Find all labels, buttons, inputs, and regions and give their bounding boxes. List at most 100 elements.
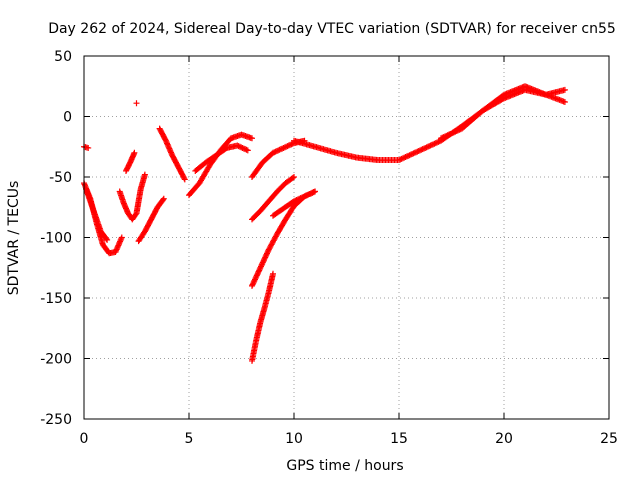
data-point <box>280 144 287 151</box>
data-point <box>296 195 303 202</box>
data-point <box>448 130 455 137</box>
data-point <box>297 195 304 202</box>
data-point <box>402 154 409 161</box>
data-point <box>301 193 308 200</box>
data-point <box>271 149 278 156</box>
data-point <box>420 145 427 152</box>
y-tick-labels: 50 0 -50 -100 -150 -200 -250 <box>40 49 72 428</box>
data-point <box>409 151 416 158</box>
data-point <box>104 236 111 243</box>
data-point <box>287 141 294 148</box>
data-point <box>275 147 282 154</box>
data-point <box>160 195 167 202</box>
data-point <box>306 190 313 197</box>
data-point <box>305 191 312 198</box>
data-point <box>133 100 140 107</box>
x-tick-labels: 0 5 10 15 20 25 <box>80 431 618 447</box>
data-point <box>118 234 125 241</box>
data-point <box>304 192 311 199</box>
data-point <box>309 189 316 196</box>
data-point <box>426 143 433 150</box>
x-tick-label: 5 <box>185 431 194 447</box>
chart-title: Day 262 of 2024, Sidereal Day-to-day VTE… <box>48 21 616 37</box>
data-point <box>449 129 456 136</box>
y-tick-label: -100 <box>40 231 72 247</box>
data-point <box>236 143 243 150</box>
data-point <box>435 138 442 145</box>
x-tick-label: 10 <box>285 431 303 447</box>
data-point <box>270 270 276 277</box>
data-series <box>81 83 568 364</box>
data-point <box>403 153 410 160</box>
data-point <box>405 152 412 159</box>
data-point <box>397 156 404 163</box>
series-arc-12 <box>249 188 318 289</box>
series-arc-13 <box>249 270 276 364</box>
series-arc-2 <box>83 186 111 243</box>
series-arc-5 <box>135 195 167 245</box>
data-point <box>440 134 447 141</box>
data-point <box>423 144 430 151</box>
x-axis-label: GPS time / hours <box>286 458 403 474</box>
series-arc-8 <box>192 142 251 174</box>
x-tick-label: 15 <box>390 431 408 447</box>
series-arc-15 <box>438 83 568 142</box>
data-point <box>291 198 297 205</box>
data-point <box>447 131 454 138</box>
data-point <box>453 128 460 135</box>
y-tick-label: 0 <box>63 110 72 126</box>
data-point <box>415 147 422 154</box>
data-point <box>410 150 417 157</box>
series-arc-3 <box>116 171 148 223</box>
data-point <box>243 146 250 153</box>
data-point <box>310 189 317 196</box>
data-point <box>242 146 249 153</box>
data-point <box>432 140 439 147</box>
series-arc-14 <box>270 188 318 219</box>
data-point <box>288 141 295 148</box>
data-point <box>428 141 435 148</box>
data-point <box>422 144 429 151</box>
data-point <box>451 129 458 136</box>
data-point <box>308 190 315 197</box>
data-point <box>181 175 188 182</box>
data-point <box>240 145 247 152</box>
series-left-edge <box>81 143 92 151</box>
data-point <box>406 152 413 159</box>
data-point <box>431 140 438 147</box>
data-point <box>407 151 414 158</box>
data-point <box>424 143 431 150</box>
data-point <box>285 142 292 149</box>
y-tick-label: -200 <box>40 352 72 368</box>
data-point <box>249 135 255 142</box>
data-point <box>443 132 450 139</box>
data-point <box>398 155 405 162</box>
data-point <box>270 149 276 156</box>
data-point <box>284 143 291 150</box>
plot-frame <box>83 55 610 420</box>
data-point <box>131 149 138 156</box>
series-arc-11 <box>249 174 297 223</box>
data-point <box>277 146 284 153</box>
data-point <box>283 143 290 150</box>
data-point <box>561 86 568 93</box>
data-point <box>281 144 288 151</box>
data-point <box>430 141 437 148</box>
data-point <box>289 140 296 147</box>
data-point <box>293 196 300 203</box>
data-point <box>417 147 423 154</box>
data-point <box>312 188 318 195</box>
data-point <box>452 128 459 135</box>
data-point <box>434 139 441 146</box>
data-point <box>413 149 420 156</box>
data-point <box>235 143 242 150</box>
data-point <box>160 196 167 203</box>
data-point <box>239 144 246 151</box>
data-point <box>291 174 297 180</box>
series-arc-6 <box>156 125 188 183</box>
data-point <box>455 127 462 134</box>
data-point <box>401 154 408 161</box>
data-point <box>298 194 305 201</box>
data-point <box>276 146 283 153</box>
data-point <box>561 98 568 105</box>
